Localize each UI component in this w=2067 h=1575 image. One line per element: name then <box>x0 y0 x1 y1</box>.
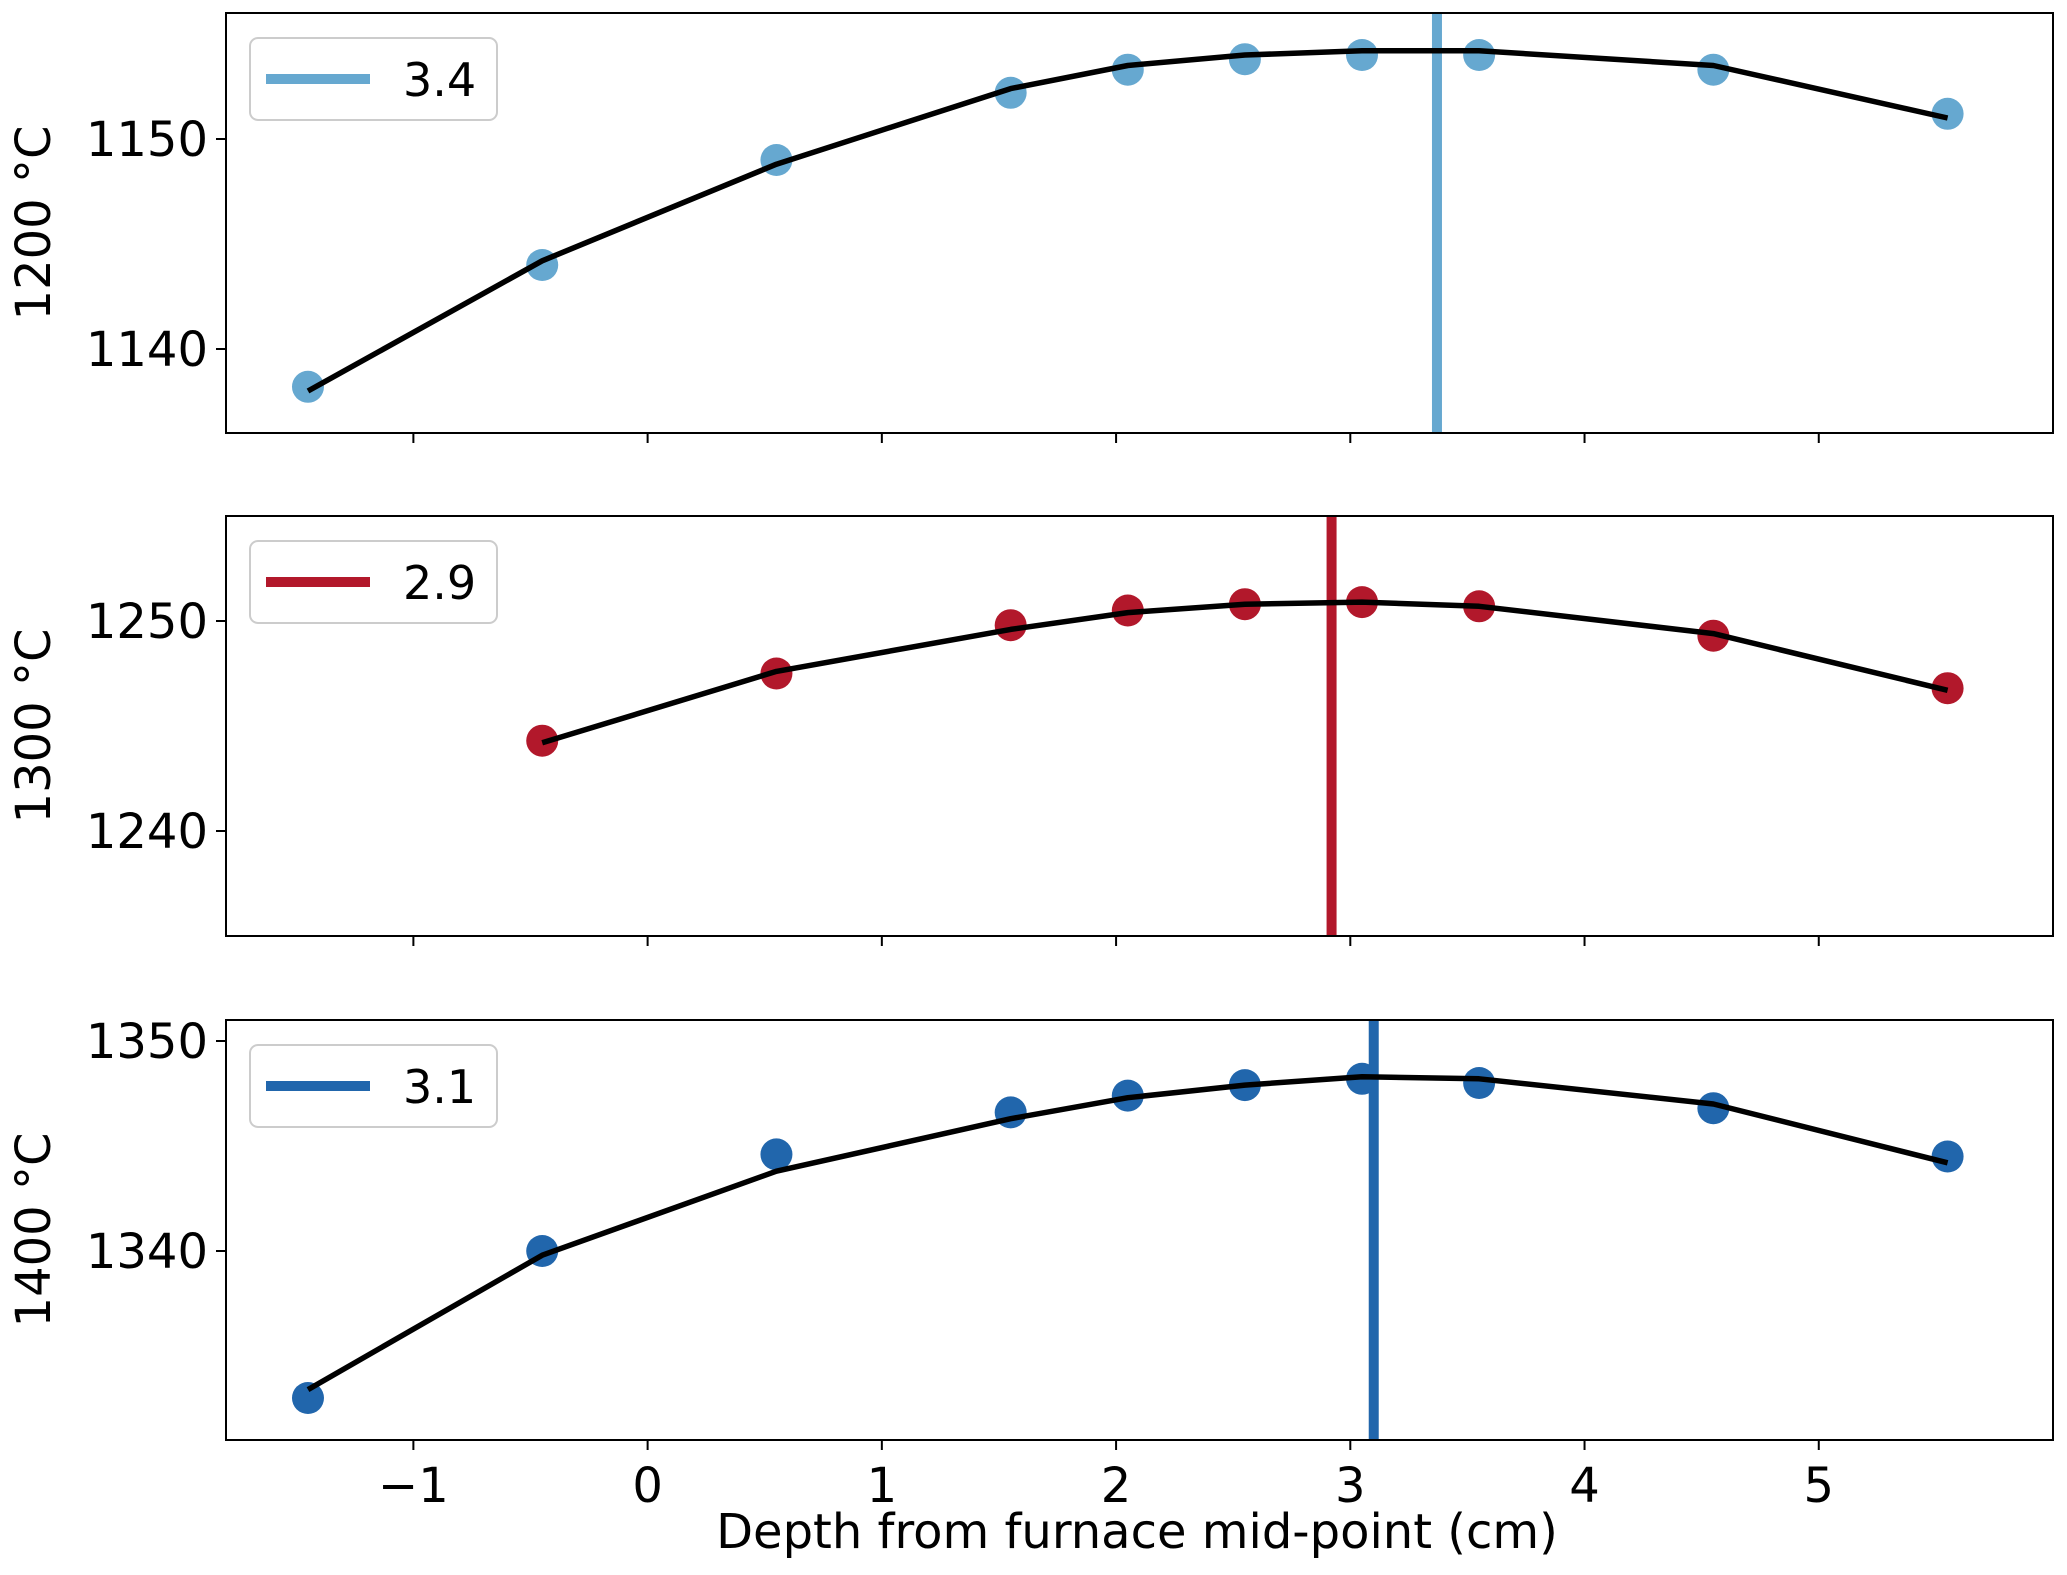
fit-line <box>306 48 1949 394</box>
data-point <box>1463 1067 1496 1099</box>
x-tick-label: 4 <box>1569 1458 1600 1514</box>
y-tick-label: 1240 <box>86 804 208 860</box>
data-point <box>1111 53 1144 86</box>
x-tick-label: 1 <box>867 1458 898 1514</box>
axes-frame <box>225 1019 2054 1441</box>
fit-line <box>541 599 1949 746</box>
legend-label: 3.4 <box>403 53 476 107</box>
data-point <box>1697 53 1730 86</box>
y-axis-label: 1400 °C <box>6 1133 62 1328</box>
legend-label: 3.1 <box>403 1060 476 1114</box>
data-point <box>291 370 324 403</box>
panel-3: 1340 1350 1400 °C −1 0 1 2 3 4 5 3.1 <box>6 1014 2054 1514</box>
x-tick-label: 5 <box>1803 1458 1834 1514</box>
legend-label: 2.9 <box>403 556 476 610</box>
data-point <box>1931 1140 1964 1173</box>
y-axis-label: 1200 °C <box>6 126 62 321</box>
x-tick-label: 0 <box>632 1458 663 1514</box>
legend-box <box>249 1044 498 1128</box>
x-axis-label: Depth from furnace mid-point (cm) <box>716 1504 1558 1560</box>
x-tick-label: 2 <box>1101 1458 1132 1514</box>
axes-frame <box>225 12 2054 434</box>
data-point <box>1228 43 1261 76</box>
data-point <box>1697 1092 1730 1125</box>
y-tick-label: 1140 <box>86 322 208 378</box>
axes-frame <box>225 515 2054 937</box>
y-tick-label: 1250 <box>86 594 208 650</box>
legend-box <box>249 540 498 624</box>
y-tick-label: 1340 <box>86 1224 208 1280</box>
x-tick-label: −1 <box>378 1458 449 1514</box>
y-axis-label: 1300 °C <box>6 629 62 824</box>
data-point <box>1463 39 1496 71</box>
data-point <box>1931 97 1964 130</box>
x-tick-label: 3 <box>1335 1458 1366 1514</box>
fit-line <box>306 1073 1949 1392</box>
legend-box <box>249 37 498 121</box>
y-tick-label: 1150 <box>86 112 208 168</box>
panel-1: 1140 1150 1200 °C 3.4 <box>6 12 2054 443</box>
panel-2: 1240 1250 1300 °C 2.9 <box>6 515 2054 946</box>
y-tick-label: 1350 <box>86 1014 208 1070</box>
data-point <box>291 1382 324 1414</box>
data-point <box>760 1138 793 1171</box>
data-point <box>1346 39 1379 71</box>
